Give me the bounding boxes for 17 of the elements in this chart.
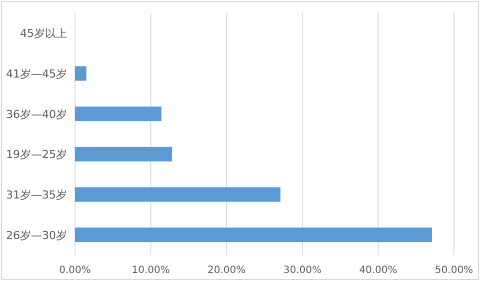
- bar: [75, 228, 432, 242]
- bar: [75, 106, 162, 122]
- bar: [75, 66, 86, 81]
- y-tick-label: 26岁—30岁: [6, 228, 67, 242]
- x-tick-label: 0.00%: [59, 265, 91, 276]
- y-tick-label: 41岁—45岁: [6, 68, 67, 80]
- x-tick-label: 10.00%: [132, 265, 170, 276]
- x-tick-label: 20.00%: [208, 265, 246, 276]
- x-tick-label: 40.00%: [359, 265, 398, 276]
- bar: [75, 187, 280, 202]
- y-tick-label: 31岁—35岁: [6, 188, 67, 202]
- y-tick-label: 36岁—40岁: [6, 108, 67, 121]
- x-tick-label: 30.00%: [283, 265, 322, 276]
- bar: [75, 146, 172, 162]
- y-tick-label: 19岁—25岁: [6, 148, 67, 162]
- x-tick-label: 50.00%: [434, 265, 474, 276]
- y-tick-label: 45岁以上: [20, 27, 67, 40]
